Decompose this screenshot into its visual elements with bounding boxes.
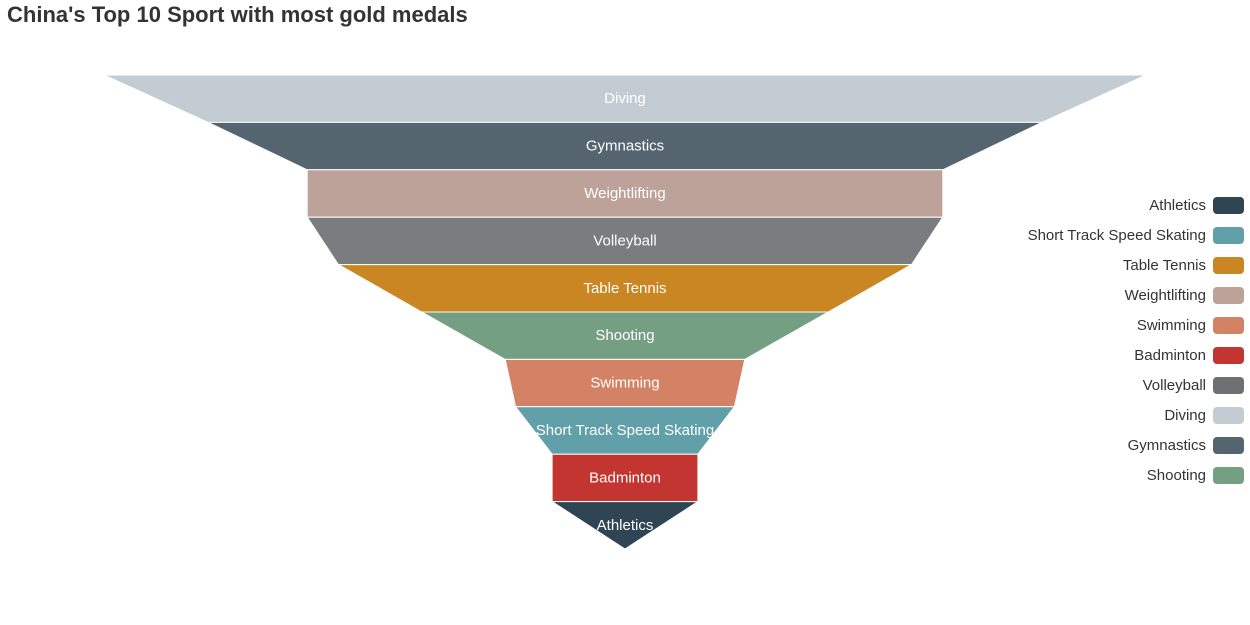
funnel-label: Volleyball xyxy=(593,232,656,249)
legend-swatch xyxy=(1213,436,1244,454)
legend-label: Shooting xyxy=(1146,466,1206,484)
legend-item-athletics[interactable]: Athletics xyxy=(984,190,1244,220)
legend-item-table-tennis[interactable]: Table Tennis xyxy=(984,250,1244,280)
legend-label: Athletics xyxy=(1149,196,1206,214)
legend-item-weightlifting[interactable]: Weightlifting xyxy=(984,280,1244,310)
legend-item-short-track-speed-skating[interactable]: Short Track Speed Skating xyxy=(984,220,1244,250)
legend-swatch xyxy=(1213,196,1244,214)
funnel-segment-athletics[interactable] xyxy=(550,501,700,550)
legend-item-gymnastics[interactable]: Gymnastics xyxy=(984,430,1244,460)
legend-swatch xyxy=(1213,256,1244,274)
legend-label: Weightlifting xyxy=(1124,286,1206,304)
legend-label: Volleyball xyxy=(1142,376,1206,394)
legend-label: Swimming xyxy=(1136,316,1206,334)
funnel-label: Shooting xyxy=(595,327,654,344)
funnel-label: Table Tennis xyxy=(583,280,666,297)
legend-swatch xyxy=(1213,316,1244,334)
funnel-label: Short Track Speed Skating xyxy=(536,422,714,439)
legend-label: Diving xyxy=(1164,406,1206,424)
legend-item-badminton[interactable]: Badminton xyxy=(984,340,1244,370)
funnel-label: Badminton xyxy=(589,469,661,486)
legend-swatch xyxy=(1213,346,1244,364)
legend-label: Badminton xyxy=(1134,346,1206,364)
legend-label: Short Track Speed Skating xyxy=(1027,226,1206,244)
legend-label: Table Tennis xyxy=(1122,256,1206,274)
legend-swatch xyxy=(1213,286,1244,304)
legend-swatch xyxy=(1213,376,1244,394)
legend-item-volleyball[interactable]: Volleyball xyxy=(984,370,1244,400)
chart-title: China's Top 10 Sport with most gold meda… xyxy=(7,2,468,27)
funnel-label: Weightlifting xyxy=(584,185,665,202)
legend-item-diving[interactable]: Diving xyxy=(984,400,1244,430)
legend-item-shooting[interactable]: Shooting xyxy=(984,460,1244,490)
legend-label: Gymnastics xyxy=(1127,436,1206,454)
legend-swatch xyxy=(1213,226,1244,244)
funnel-label: Athletics xyxy=(597,517,654,534)
legend-swatch xyxy=(1213,406,1244,424)
legend-item-swimming[interactable]: Swimming xyxy=(984,310,1244,340)
legend-swatch xyxy=(1213,466,1244,484)
funnel-label: Diving xyxy=(604,90,646,107)
funnel-label: Gymnastics xyxy=(586,138,664,155)
funnel-label: Swimming xyxy=(590,375,659,392)
legend: Athletics Short Track Speed Skating Table … xyxy=(984,190,1244,490)
